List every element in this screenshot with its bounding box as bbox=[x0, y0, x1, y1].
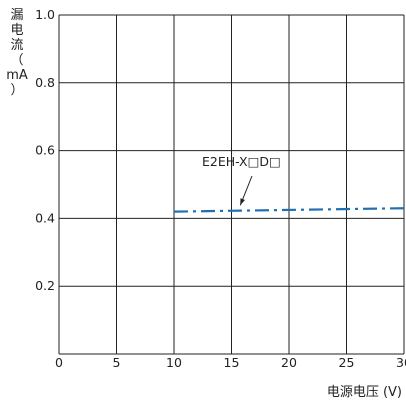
x-tick-label-5: 5 bbox=[113, 355, 121, 370]
y-tick-label-0.4: 0.4 bbox=[35, 210, 55, 225]
series-annotation-label: E2EH-X□D□ bbox=[202, 154, 281, 169]
y-axis-label-char-4: （ bbox=[10, 53, 24, 68]
x-tick-label-15: 15 bbox=[224, 355, 240, 370]
x-tick-label-25: 25 bbox=[339, 355, 355, 370]
x-tick-label-20: 20 bbox=[281, 355, 297, 370]
y-tick-label-0.8: 0.8 bbox=[35, 75, 55, 90]
y-tick-label-0.6: 0.6 bbox=[35, 143, 55, 158]
y-axis-label-char-1: 漏 bbox=[10, 8, 24, 23]
x-tick-label-30: 30 bbox=[396, 355, 406, 370]
y-axis-label-char-5: mA bbox=[6, 68, 28, 83]
x-tick-label-10: 10 bbox=[166, 355, 182, 370]
y-axis-label-char-6: ） bbox=[10, 83, 24, 98]
x-tick-label-0: 0 bbox=[55, 355, 63, 370]
y-axis-label-char-2: 电 bbox=[10, 23, 24, 38]
y-axis-label: 漏 电 流 （ mA ） bbox=[6, 8, 28, 98]
y-axis-label-char-3: 流 bbox=[10, 38, 24, 53]
y-tick-label-0.2: 0.2 bbox=[35, 278, 55, 293]
annotation-arrowhead bbox=[240, 198, 245, 206]
series-line-1 bbox=[173, 207, 405, 213]
y-tick-label-1.0: 1.0 bbox=[35, 7, 55, 22]
x-axis-label: 电源电压 (V) bbox=[326, 385, 402, 400]
